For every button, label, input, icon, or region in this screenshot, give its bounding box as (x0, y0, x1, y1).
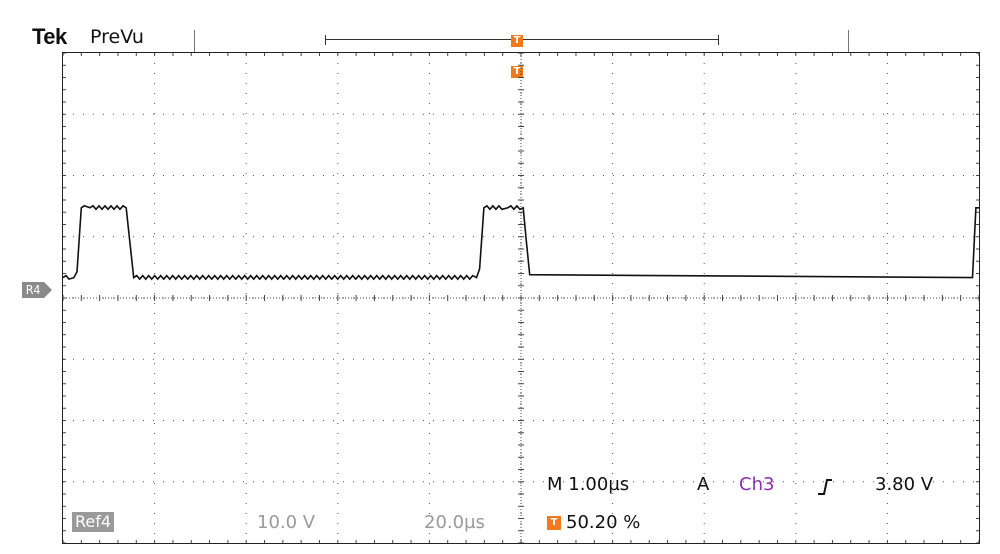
acquire-mode-readout: A (697, 474, 710, 495)
trigger-level-readout: 3.80 V (875, 474, 934, 495)
header-divider (194, 30, 195, 52)
waveform-plot (63, 53, 979, 543)
waveform-trace (63, 204, 979, 281)
timebase-readout: M 1.00µs (547, 474, 630, 495)
trigger-position-readout: 50.20 % (566, 512, 641, 533)
header-divider (848, 30, 849, 52)
rising-edge-icon (818, 479, 832, 495)
acquisition-mode: PreVu (90, 26, 144, 48)
trigger-icon: T (547, 516, 561, 530)
trigger-position-icon: T (511, 35, 523, 47)
ref-timebase-readout: 20.0µs (424, 512, 485, 533)
ref4-label: Ref4 (72, 512, 115, 532)
ref-scale-readout: 10.0 V (257, 512, 316, 533)
trigger-point-icon: T (511, 66, 523, 78)
waveform-display (62, 52, 980, 544)
ref4-level-marker[interactable]: R4 (22, 282, 54, 298)
brand-logo: Tek (32, 24, 67, 49)
trigger-source-readout: Ch3 (739, 474, 775, 495)
